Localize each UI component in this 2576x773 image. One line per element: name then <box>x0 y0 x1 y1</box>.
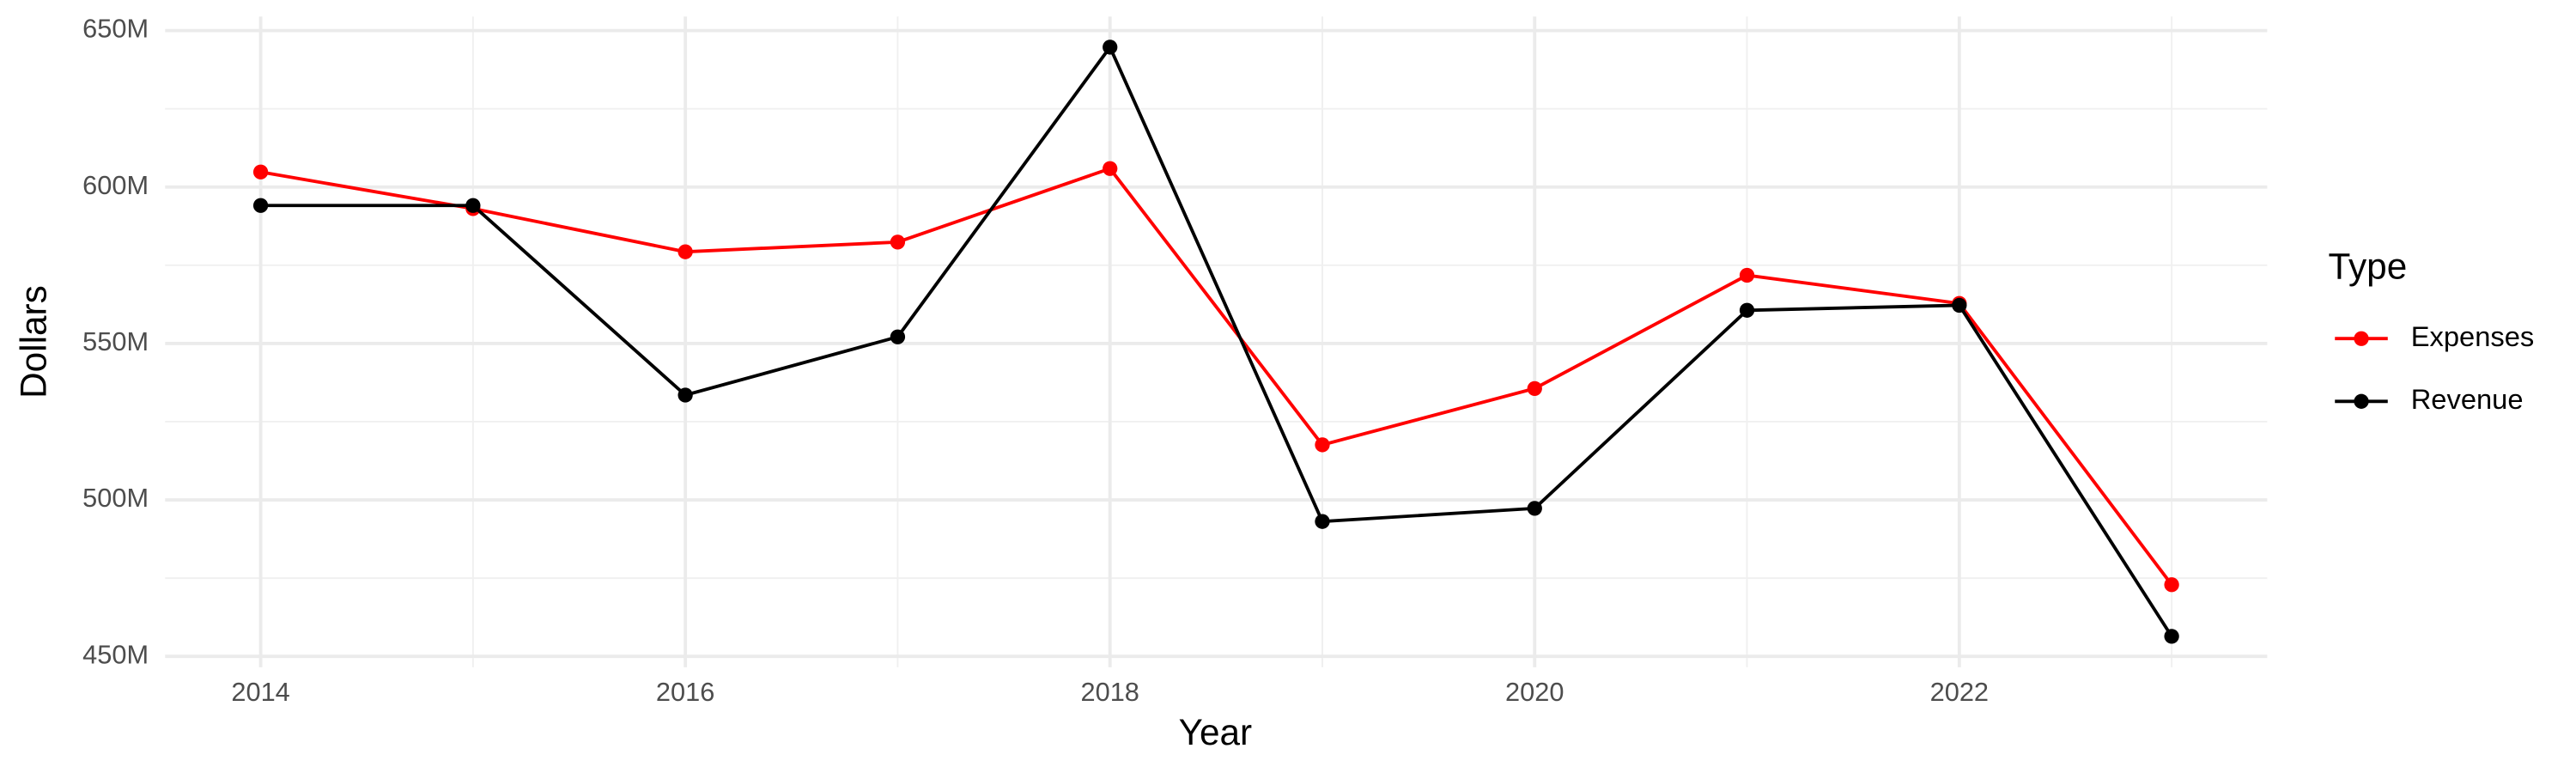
data-point <box>677 387 693 403</box>
data-point <box>1315 514 1330 529</box>
data-point <box>2164 629 2179 644</box>
data-point <box>252 198 269 213</box>
legend-label: Revenue <box>2411 383 2524 415</box>
data-point <box>890 329 906 344</box>
grid <box>165 16 2268 667</box>
y-tick-label: 500M <box>82 483 149 513</box>
legend-title: Type <box>2329 247 2408 287</box>
data-point <box>1103 161 1118 176</box>
marks <box>252 40 2179 644</box>
data-point <box>1527 380 1542 397</box>
data-point <box>890 234 906 250</box>
series-line <box>260 44 2173 637</box>
x-tick-label: 2018 <box>1080 677 1139 707</box>
y-tick-label: 600M <box>82 170 149 200</box>
x-tick-label: 2014 <box>231 677 289 707</box>
x-tick-label: 2022 <box>1930 677 1989 707</box>
data-point <box>252 164 269 180</box>
data-point <box>1952 297 1967 313</box>
data-point <box>677 244 693 259</box>
series-line <box>260 166 2173 586</box>
data-point <box>465 198 481 213</box>
data-point <box>1739 302 1755 318</box>
x-tick-label: 2016 <box>656 677 714 707</box>
legend-point <box>2354 393 2369 409</box>
data-point <box>1527 501 1542 516</box>
y-tick-label: 450M <box>82 639 149 669</box>
data-point <box>1103 40 1118 55</box>
y-tick-label: 650M <box>82 14 149 44</box>
x-tick-label: 2020 <box>1505 677 1564 707</box>
legend-label: Expenses <box>2411 320 2535 352</box>
data-point <box>1739 267 1755 283</box>
x-axis-title: Year <box>1179 712 1252 752</box>
y-axis-title: Dollars <box>13 285 53 399</box>
data-point <box>2164 577 2179 593</box>
data-point <box>1315 437 1330 453</box>
legend-point <box>2354 331 2369 346</box>
y-tick-label: 550M <box>82 326 149 356</box>
